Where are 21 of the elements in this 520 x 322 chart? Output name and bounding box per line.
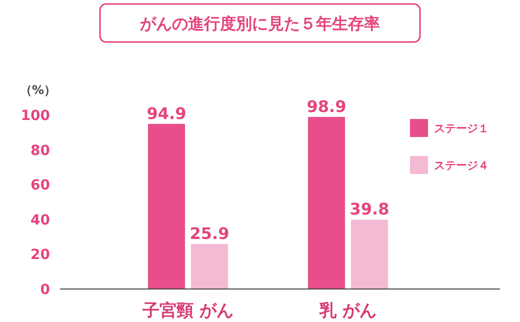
data-label: 39.8: [350, 200, 390, 219]
bar: [308, 116, 345, 289]
data-label: 25.9: [190, 224, 230, 243]
y-tick-label: 20: [30, 247, 50, 264]
bar: [148, 124, 185, 289]
bar: [191, 244, 228, 289]
legend-label: ステージ１: [434, 122, 489, 135]
y-tick-label: 40: [30, 212, 50, 228]
y-tick-label: 0: [40, 282, 50, 298]
data-label: 98.9: [306, 96, 346, 116]
x-tick-label: 子宮頸 がん: [142, 301, 234, 321]
y-tick-label: 60: [30, 178, 50, 194]
bar: [351, 220, 388, 289]
title: がんの進行度別に見た５年生存率: [99, 3, 421, 43]
data-label: 94.9: [146, 104, 186, 123]
chart-title: がんの進行度別に見た５年生存率: [139, 14, 380, 33]
y-tick-label: 80: [30, 142, 50, 159]
x-tick-label: 乳 がん: [318, 301, 376, 321]
legend-label: ステージ４: [434, 159, 489, 172]
y-axis-title: （%）: [20, 83, 56, 97]
y-tick-label: 100: [20, 108, 50, 124]
